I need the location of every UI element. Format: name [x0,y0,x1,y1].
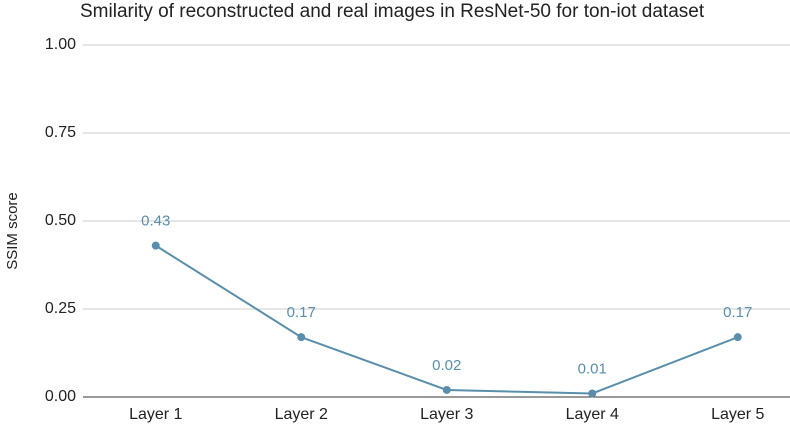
point [151,241,160,250]
data-label: 0.43 [141,213,170,230]
chart-title: Smilarity of reconstructed and real imag… [80,1,705,22]
point [733,333,742,342]
x-tick-label: Layer 3 [420,406,473,423]
y-axis-label: SSIM score [4,192,21,270]
data-label: 0.17 [723,304,752,321]
y-tick-label: 0.25 [45,300,76,317]
data-label: 0.01 [578,360,607,377]
y-tick-label: 0.50 [45,212,76,229]
x-tick-label: Layer 4 [566,406,619,423]
point [297,333,306,342]
data-label: 0.02 [432,357,461,374]
point [442,385,451,394]
y-tick-label: 0.75 [45,124,76,141]
point [588,389,597,398]
data-label: 0.17 [287,304,316,321]
y-tick-label: 1.00 [45,36,76,53]
y-tick-label: 0.00 [45,388,76,405]
x-tick-label: Layer 2 [275,406,328,423]
x-tick-label: Layer 1 [129,406,182,423]
x-tick-label: Layer 5 [711,406,764,423]
